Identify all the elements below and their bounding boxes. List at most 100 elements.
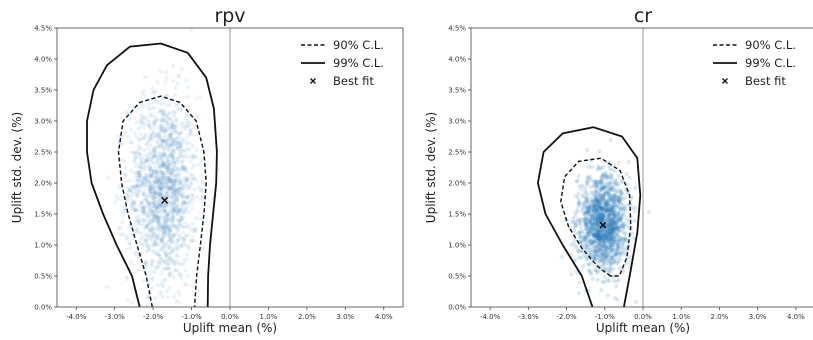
scatter-point (603, 248, 608, 253)
scatter-point (188, 173, 193, 178)
scatter-point (168, 134, 173, 139)
scatter-point (142, 167, 147, 172)
scatter-point (134, 189, 139, 194)
y-tick-label: 2.5% (34, 149, 52, 157)
scatter-point (135, 170, 140, 176)
scatter-point (626, 224, 631, 229)
scatter-point (616, 202, 621, 207)
scatter-point (608, 237, 613, 242)
scatter-point (617, 256, 622, 261)
scatter-point (600, 244, 605, 249)
scatter-point (169, 136, 174, 142)
scatter-point (599, 251, 605, 256)
scatter-point (178, 185, 183, 190)
scatter-point (163, 79, 168, 84)
scatter-point (610, 247, 616, 252)
scatter-point (184, 194, 189, 199)
scatter-point (160, 135, 165, 140)
scatter-point (130, 141, 135, 146)
scatter-point (597, 195, 602, 200)
scatter-point (139, 120, 144, 125)
scatter-point (147, 134, 152, 139)
scatter-point (604, 235, 609, 241)
scatter-point (597, 236, 602, 241)
scatter-point (605, 214, 611, 219)
y-tick-label: 4.0% (34, 56, 52, 64)
scatter-point (106, 175, 111, 180)
scatter-point (581, 207, 586, 212)
scatter-point (601, 215, 606, 220)
scatter-point (592, 182, 597, 187)
scatter-point (166, 211, 171, 216)
scatter-point (173, 186, 178, 192)
scatter-point (594, 197, 599, 202)
scatter-point (599, 218, 604, 223)
scatter-point (138, 165, 143, 170)
scatter-point (133, 207, 138, 212)
scatter-point (604, 253, 609, 258)
scatter-point (180, 160, 185, 165)
scatter-point (142, 197, 147, 203)
scatter-point (610, 238, 615, 243)
scatter-point (602, 237, 607, 242)
scatter-point (151, 161, 156, 166)
scatter-point (162, 183, 168, 188)
scatter-point (159, 174, 164, 179)
scatter-point (604, 216, 609, 222)
scatter-point (164, 169, 170, 175)
scatter-point (155, 144, 160, 149)
scatter-point (164, 184, 169, 190)
scatter-point (163, 128, 168, 133)
x-tick-label: -3.0% (518, 313, 539, 321)
scatter-point (162, 215, 167, 220)
scatter-point (166, 159, 171, 164)
scatter-point (174, 208, 179, 214)
scatter-point (584, 222, 589, 227)
scatter-point (171, 275, 176, 280)
scatter-point (606, 199, 611, 204)
scatter-point (162, 185, 167, 190)
scatter-point (142, 134, 147, 139)
scatter-point (184, 200, 189, 206)
scatter-point (143, 154, 148, 159)
scatter-point (144, 223, 149, 229)
scatter-point (132, 151, 138, 156)
scatter-point (170, 186, 175, 191)
scatter-point (592, 257, 597, 262)
scatter-point (580, 183, 585, 188)
scatter-point (177, 219, 182, 224)
scatter-point (140, 136, 145, 141)
scatter-point (585, 248, 590, 253)
scatter-point (169, 171, 174, 176)
scatter-point (576, 201, 581, 207)
scatter-point (122, 172, 127, 177)
scatter-point (620, 266, 626, 271)
scatter-point (171, 188, 176, 193)
scatter-point (605, 230, 610, 235)
scatter-point (160, 180, 165, 185)
scatter-point (604, 245, 609, 250)
scatter-point (607, 222, 612, 227)
scatter-point (592, 218, 597, 223)
scatter-point (595, 234, 600, 239)
scatter-point (612, 220, 617, 225)
scatter-point (153, 215, 158, 220)
scatter-point (606, 215, 611, 221)
scatter-point (154, 168, 159, 173)
scatter-point (585, 204, 590, 210)
scatter-point (595, 183, 600, 188)
scatter-point (161, 177, 166, 182)
scatter-point (171, 192, 176, 197)
scatter-point (126, 185, 131, 190)
scatter-point (597, 204, 602, 210)
scatter-point (158, 292, 163, 297)
scatter-point (112, 200, 117, 205)
scatter-point (168, 163, 173, 168)
scatter-point (160, 231, 165, 236)
scatter-point (181, 164, 186, 169)
scatter-point (607, 218, 612, 223)
scatter-point (156, 175, 161, 180)
scatter-point (160, 127, 165, 132)
scatter-point (593, 233, 598, 239)
scatter-point (194, 96, 199, 101)
